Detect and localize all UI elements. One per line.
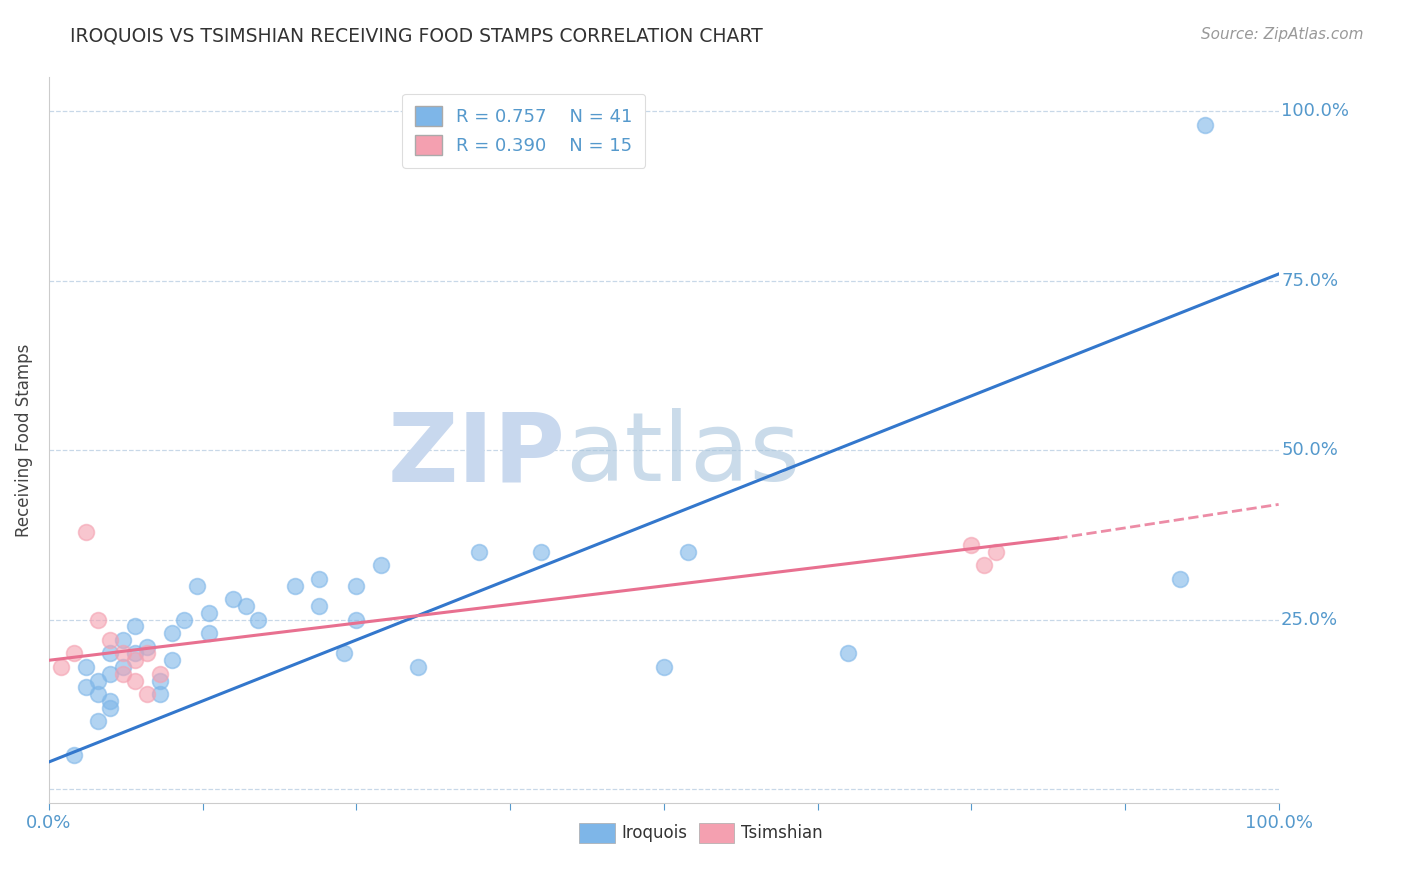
Point: [149, 673, 172, 688]
Point: [468, 545, 491, 559]
Point: [308, 572, 330, 586]
Point: [308, 599, 330, 613]
Point: [87, 673, 110, 688]
Point: [198, 606, 221, 620]
Text: 75.0%: 75.0%: [1281, 272, 1339, 290]
Point: [160, 626, 183, 640]
Point: [678, 545, 700, 559]
Point: [530, 545, 553, 559]
Y-axis label: Receiving Food Stamps: Receiving Food Stamps: [15, 343, 32, 537]
Point: [344, 613, 367, 627]
Point: [149, 666, 172, 681]
Point: [160, 653, 183, 667]
Text: ZIP: ZIP: [388, 408, 565, 501]
Point: [247, 613, 270, 627]
Text: 50.0%: 50.0%: [1281, 442, 1339, 459]
Point: [124, 647, 146, 661]
Point: [960, 538, 983, 552]
Point: [837, 647, 859, 661]
Point: [973, 558, 995, 573]
Point: [100, 700, 122, 714]
Point: [344, 579, 367, 593]
Point: [100, 632, 122, 647]
Point: [370, 558, 392, 573]
Point: [62, 748, 84, 763]
Point: [62, 647, 84, 661]
Point: [75, 524, 97, 539]
Point: [136, 640, 159, 654]
Point: [652, 660, 675, 674]
Point: [100, 666, 122, 681]
Point: [87, 613, 110, 627]
Point: [1168, 572, 1191, 586]
Point: [111, 632, 134, 647]
Text: IROQUOIS VS TSIMSHIAN RECEIVING FOOD STAMPS CORRELATION CHART: IROQUOIS VS TSIMSHIAN RECEIVING FOOD STA…: [70, 27, 763, 45]
Point: [111, 647, 134, 661]
Point: [284, 579, 307, 593]
Legend: R = 0.757    N = 41, R = 0.390    N = 15: R = 0.757 N = 41, R = 0.390 N = 15: [402, 94, 645, 168]
Point: [124, 673, 146, 688]
Point: [87, 687, 110, 701]
Text: Iroquois: Iroquois: [621, 824, 688, 842]
Point: [136, 647, 159, 661]
Point: [235, 599, 257, 613]
Text: Tsimshian: Tsimshian: [741, 824, 823, 842]
Text: Source: ZipAtlas.com: Source: ZipAtlas.com: [1201, 27, 1364, 42]
Text: 100.0%: 100.0%: [1281, 103, 1350, 120]
Point: [984, 545, 1007, 559]
Point: [198, 626, 221, 640]
Text: atlas: atlas: [565, 408, 800, 501]
Point: [149, 687, 172, 701]
Point: [1194, 118, 1216, 132]
Point: [111, 666, 134, 681]
Point: [100, 694, 122, 708]
Point: [173, 613, 195, 627]
Text: 25.0%: 25.0%: [1281, 611, 1339, 629]
Point: [75, 660, 97, 674]
Point: [136, 687, 159, 701]
Point: [406, 660, 429, 674]
Point: [222, 592, 245, 607]
Point: [333, 647, 356, 661]
Point: [124, 653, 146, 667]
Point: [51, 660, 73, 674]
Point: [75, 681, 97, 695]
Point: [100, 647, 122, 661]
Point: [186, 579, 208, 593]
Point: [124, 619, 146, 633]
Point: [111, 660, 134, 674]
Point: [87, 714, 110, 729]
